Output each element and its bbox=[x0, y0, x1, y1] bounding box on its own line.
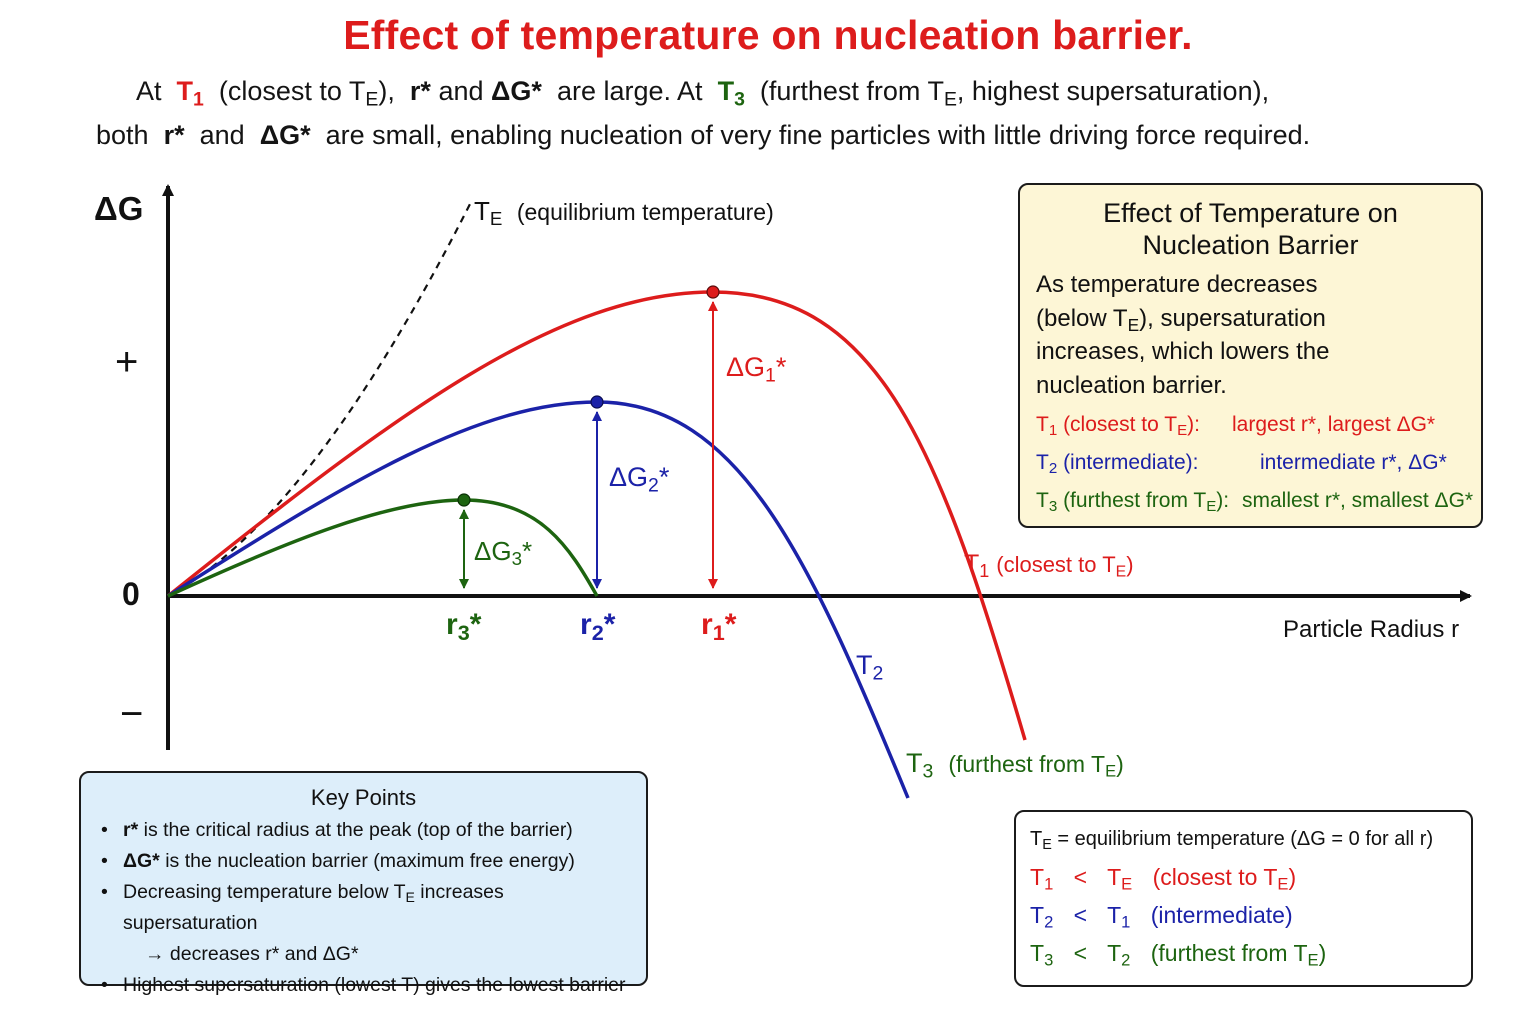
r2-label: r2* bbox=[580, 608, 616, 646]
effect-box-description: As temperature decreases (below TE), sup… bbox=[1036, 271, 1330, 399]
key-points-box: Key Points r* is the critical radius at … bbox=[79, 771, 648, 1001]
legend-row-te: TE = equilibrium temperature (ΔG = 0 for… bbox=[1030, 828, 1434, 854]
t2-curve-label: T2 bbox=[856, 650, 884, 685]
dg3-label: ΔG3* bbox=[474, 536, 533, 570]
temperature-legend-box: TE = equilibrium temperature (ΔG = 0 for… bbox=[1014, 810, 1473, 987]
key-points-list: r* is the critical radius at the peak (t… bbox=[97, 815, 630, 1001]
dg1-label: ΔG1* bbox=[726, 352, 787, 387]
effect-row-t2: T2 (intermediate): intermediate r*, ΔG* bbox=[1036, 451, 1447, 478]
effect-row-t1: T1 (closest to TE): largest r*, largest … bbox=[1036, 413, 1436, 440]
t2-curve bbox=[167, 400, 910, 799]
page-title: Effect of temperature on nucleation barr… bbox=[343, 12, 1193, 58]
r3-label: r3* bbox=[446, 608, 482, 646]
r1-label: r1* bbox=[701, 608, 737, 646]
t1-peak-marker bbox=[706, 285, 720, 299]
t1-curve-label: T1 (closest to TE) bbox=[964, 550, 1134, 582]
t3-peak-marker bbox=[457, 493, 471, 507]
key-point-item: r* is the critical radius at the peak (t… bbox=[101, 815, 630, 846]
key-point-item-continuation: → decreases r* and ΔG* bbox=[145, 943, 359, 965]
te-curve-label: TE (equilibrium temperature) bbox=[474, 196, 774, 230]
dg2-label: ΔG2* bbox=[609, 462, 670, 497]
y-axis-label: ΔG bbox=[94, 190, 144, 227]
key-point-item: Decreasing temperature below TE increase… bbox=[101, 877, 630, 939]
t3-curve bbox=[167, 498, 599, 598]
effect-box-heading-1: Effect of Temperature on bbox=[1103, 198, 1398, 228]
effect-box-heading-2: Nucleation Barrier bbox=[1142, 230, 1359, 260]
t3-curve-label: T3 (furthest from TE) bbox=[906, 748, 1124, 783]
key-point-item: ΔG* is the nucleation barrier (maximum f… bbox=[101, 846, 630, 877]
te-curve bbox=[167, 203, 471, 597]
effect-row-t3: T3 (furthest from TE): smallest r*, smal… bbox=[1036, 489, 1474, 516]
legend-row-t1: T1 < TE (closest to TE) bbox=[1030, 864, 1297, 894]
y-axis-plus-label: + bbox=[115, 340, 139, 384]
legend-row-t2: T2 < T1 (intermediate) bbox=[1030, 902, 1293, 932]
effect-info-box: Effect of Temperature on Nucleation Barr… bbox=[1018, 183, 1483, 528]
y-axis-zero-label: 0 bbox=[122, 576, 140, 612]
t2-peak-marker bbox=[590, 395, 604, 409]
legend-row-t3: T3 < T2 (furthest from TE) bbox=[1030, 940, 1327, 970]
key-points-heading: Key Points bbox=[310, 785, 417, 810]
subtitle-line-2: both r* and ΔG* are small, enabling nucl… bbox=[96, 120, 1311, 150]
x-axis-label: Particle Radius r bbox=[1283, 616, 1460, 643]
key-point-item: Highest supersaturation (lowest T) gives… bbox=[101, 970, 630, 1001]
y-axis-minus-label: − bbox=[120, 692, 144, 736]
subtitle-line-1: At T1 (closest to TE), r* and ΔG* are la… bbox=[136, 76, 1270, 111]
